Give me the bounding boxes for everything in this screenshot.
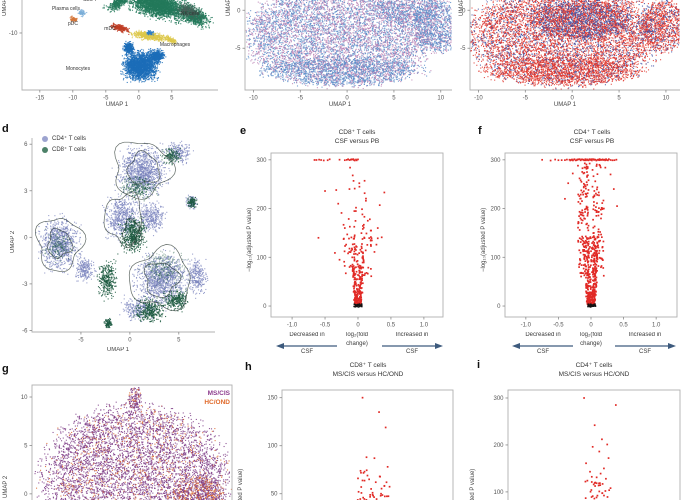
legend-label-hc-ond: HC/OND	[204, 399, 230, 406]
panel-b-umap-chart	[230, 0, 455, 118]
panel-e-decreased-csf-label: CSF	[301, 349, 313, 355]
panel-d-umap-t-cells-chart	[0, 118, 230, 360]
panel-e-increased-csf-label: CSF	[406, 349, 418, 355]
cluster-label-pdc: pDC	[67, 21, 78, 27]
panel-f-decreased-label: Decreased in	[525, 332, 561, 338]
panel-e-decreased-label: Decreased in	[289, 332, 325, 338]
panel-e-title-line2: CSF versus PB	[334, 138, 380, 145]
panel-e-title-line1: CD8⁺ T cells	[338, 129, 376, 136]
cluster-label-mdc: mDC	[104, 26, 116, 32]
panel-e-xlabel-line2: change)	[346, 341, 368, 347]
panel-e-decrease-arrow-icon	[276, 343, 337, 349]
panel-h-title-line2: MS/CIS versus HC/OND	[332, 371, 404, 378]
cluster-label-nk-cells: NK cells	[180, 11, 200, 17]
panel-f-xlabel-line1: log₂(fold	[579, 332, 602, 338]
legend-label-cd8: CD8⁺ T cells	[52, 147, 86, 153]
panel-a-umap-celltypes-chart	[0, 0, 230, 118]
panel-f-increased-label: Increased in	[628, 332, 662, 338]
panel-f-volcano-cd4-csf-chart	[455, 118, 685, 360]
panel-c-umap-chart	[455, 0, 685, 118]
panel-a-xlabel: UMAP 1	[105, 102, 129, 108]
panel-letter-f: f	[478, 125, 482, 137]
cluster-label-macrophages: Macrophages	[159, 42, 191, 48]
panel-a-ylabel: UMAP 2	[2, 0, 8, 16]
panel-e-increase-arrow-icon	[382, 343, 443, 349]
panel-f-title-line1: CD4⁺ T cells	[573, 129, 611, 136]
cd4-dot-icon	[42, 135, 48, 142]
panel-e-ylabel: −log₁₀(adjusted P value)	[247, 207, 253, 272]
panel-e-volcano-cd8-csf-chart	[230, 118, 455, 360]
panel-c-ylabel: UMAP 2	[459, 0, 465, 16]
panel-i-title-line1: CD4⁺ T cells	[575, 362, 613, 369]
panel-h-volcano-cd8-ms-chart	[230, 360, 455, 500]
panel-f-decrease-arrow-icon	[512, 343, 573, 349]
cluster-label-plasma-cells: Plasma cells	[51, 6, 81, 12]
panel-letter-g: g	[2, 363, 9, 375]
panel-f-increased-csf-label: CSF	[639, 349, 651, 355]
panel-letter-e: e	[240, 125, 247, 137]
panel-h-ylabel: −log₁₀(adjusted P value)	[238, 469, 244, 500]
panel-d-xlabel: UMAP 1	[106, 347, 130, 353]
panel-d-legend: CD4⁺ T cells CD8⁺ T cells	[42, 133, 86, 155]
panel-b-xlabel: UMAP 1	[328, 102, 352, 108]
panel-f-xlabel-line2: change)	[580, 341, 602, 347]
cluster-label-cd8-t: CD8 T	[82, 0, 98, 3]
panel-i-title-line2: MS/CIS versus HC/OND	[558, 371, 630, 378]
panel-f-title-line2: CSF versus PB	[569, 138, 615, 145]
panel-letter-h: h	[245, 361, 252, 373]
legend-item-cd8: CD8⁺ T cells	[42, 144, 86, 155]
panel-f-increase-arrow-icon	[615, 343, 676, 349]
panel-c-xlabel: UMAP 1	[553, 102, 577, 108]
panel-letter-d: d	[2, 123, 9, 135]
panel-g-legend: MS/CIS HC/OND	[176, 389, 230, 407]
panel-e-xlabel-line1: log₂(fold	[345, 332, 368, 338]
panel-letter-i: i	[477, 359, 481, 371]
cd8-dot-icon	[42, 146, 48, 153]
panel-g-umap-diagnosis-chart	[0, 360, 235, 500]
panel-f-ylabel: −log₁₀(adjusted P value)	[481, 207, 487, 272]
panel-g-ylabel: UMAP 2	[3, 475, 9, 498]
legend-label-cd4: CD4⁺ T cells	[52, 136, 86, 142]
legend-label-ms-cis: MS/CIS	[207, 390, 230, 397]
panel-i-volcano-cd4-ms-chart	[455, 360, 685, 500]
cluster-label-monocytes: Monocytes	[65, 66, 91, 72]
legend-item-cd4: CD4⁺ T cells	[42, 133, 86, 144]
panel-h-title-line1: CD8⁺ T cells	[349, 362, 387, 369]
panel-e-increased-label: Increased in	[395, 332, 429, 338]
panel-i-ylabel: −log₁₀(adjusted P value)	[470, 469, 476, 500]
panel-f-decreased-csf-label: CSF	[537, 349, 549, 355]
panel-d-ylabel: UMAP 2	[10, 230, 16, 253]
panel-b-ylabel: UMAP 2	[226, 0, 232, 16]
